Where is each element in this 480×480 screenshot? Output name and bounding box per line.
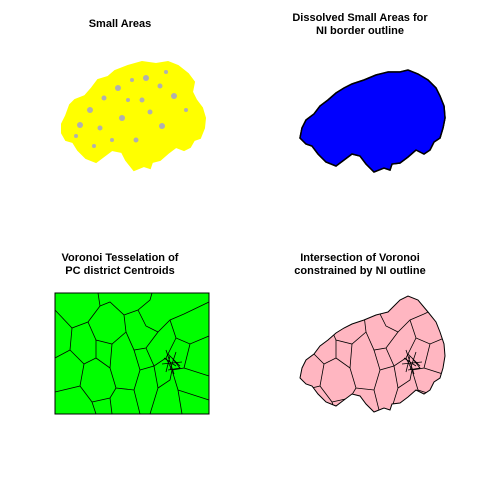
- panel-title-line-1: Dissolved Small Areas for: [292, 12, 428, 24]
- panel-title: Intersection of Voronoi constrained by N…: [240, 252, 480, 278]
- panel-title-line-1: Voronoi Tesselation of: [61, 252, 179, 264]
- map-small-areas: [61, 60, 207, 172]
- voronoi-bounding-box: [54, 292, 210, 415]
- small-area-gaps: [74, 70, 188, 148]
- panel-title-line-2: PC district Centroids: [65, 265, 175, 277]
- ni-intersection-fill: [299, 295, 446, 413]
- panel-dissolved-outline: Dissolved Small Areas for NI border outl…: [240, 0, 480, 240]
- panel-title: Dissolved Small Areas for NI border outl…: [240, 12, 480, 38]
- panel-title-line-1: Intersection of Voronoi: [300, 252, 420, 264]
- map-voronoi: [54, 292, 210, 415]
- ni-border-outline: [299, 69, 446, 173]
- map-voronoi-intersection: [299, 295, 446, 413]
- panel-title-line-2: NI border outline: [316, 25, 404, 37]
- panel-voronoi: Voronoi Tesselation of PC district Centr…: [0, 240, 240, 480]
- ni-outline-small-areas: [61, 60, 207, 172]
- panel-title: Voronoi Tesselation of PC district Centr…: [0, 252, 240, 278]
- map-dissolved-outline: [299, 69, 446, 173]
- panel-title-line-2: constrained by NI outline: [294, 265, 426, 277]
- panel-voronoi-intersection: Intersection of Voronoi constrained by N…: [240, 240, 480, 480]
- panel-title: Small Areas: [88, 18, 152, 30]
- panel-small-areas: Small Areas: [0, 0, 240, 240]
- voronoi-edges: [54, 292, 210, 415]
